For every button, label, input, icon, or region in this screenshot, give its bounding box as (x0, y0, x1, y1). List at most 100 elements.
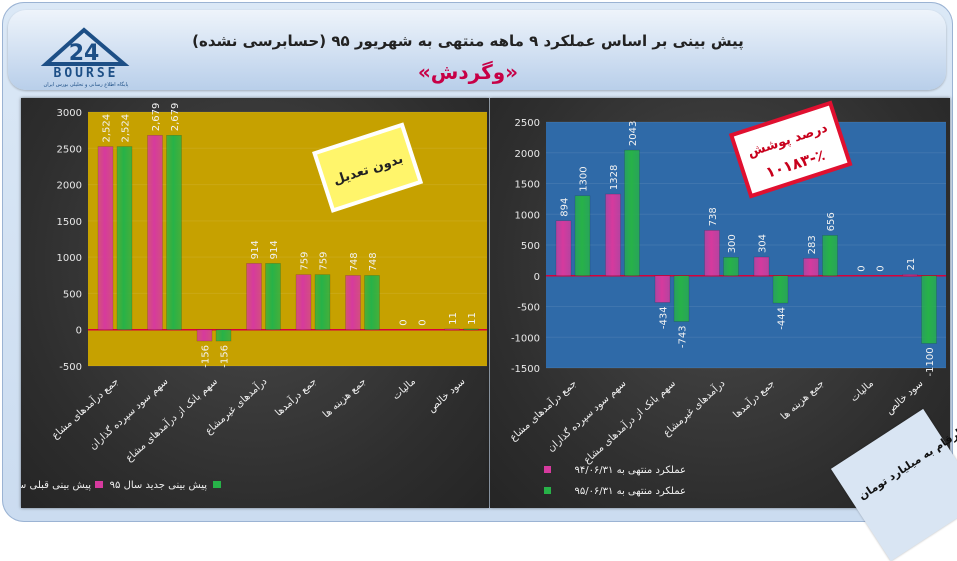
data-label: 759 (300, 252, 311, 271)
data-label: 656 (826, 212, 837, 231)
bar-series-1 (295, 274, 312, 330)
callout-no-adjustment: بدون تعدیل (312, 122, 424, 213)
bar-series-2 (215, 329, 232, 342)
bar-series-2 (822, 235, 838, 277)
chart-performance: 2500 2000 1500 1000 500 0 -500 -1000 -1500 894 130… (507, 100, 946, 497)
callout-box (728, 100, 853, 199)
bar-series-1 (902, 274, 918, 276)
legend: عملکرد منتهی به ۹۴/۰۶/۳۱ عملکرد منتهی به … (544, 465, 686, 497)
bar-series-2 (772, 275, 789, 304)
x-category-label: سهم بانک از درآمدهای مشاع (122, 375, 220, 465)
x-category-label: سهم سود سپرده گذاران (545, 377, 628, 454)
y-tick-label: -1500 (511, 364, 540, 375)
chart-panel-performance: 2500 2000 1500 1000 500 0 -500 -1000 -1500 894 130… (490, 98, 950, 508)
bar-series-2 (314, 274, 331, 330)
bar-series-1 (246, 263, 262, 330)
y-tick-label: 0 (76, 326, 82, 337)
data-label: 283 (807, 235, 818, 254)
legend-label-previous: پیش بینی قبلی سال ۹۵ (21, 480, 91, 491)
bar-series-2 (364, 275, 380, 330)
x-category-label: سهم بانک از درآمدهای مشاع (580, 377, 678, 467)
chart-panel-forecast: 3000 2500 2000 1500 1000 500 0 -500 2,524 2,524 جم… (0, 98, 489, 508)
data-label: 1328 (609, 165, 620, 190)
data-label: 0 (418, 319, 429, 325)
y-tick-label: 1500 (515, 180, 540, 191)
bar-series-2 (463, 328, 479, 331)
data-label: 2,524 (121, 114, 132, 143)
bar-series-1 (555, 220, 572, 276)
legend: پیش بینی جدید سال ۹۵ پیش بینی قبلی سال ۹۵ (0, 480, 221, 491)
data-label: 894 (560, 198, 571, 217)
bourse24-logo: 24 BOURSE پایگاه اطلاع رسانی و تحلیلی بو… (26, 26, 146, 90)
logo-tagline: پایگاه اطلاع رسانی و تحلیلی بورس ایران (43, 82, 129, 88)
y-tick-label: -500 (517, 303, 540, 314)
bar-series-1 (147, 135, 163, 330)
y-tick-label: -500 (59, 362, 82, 373)
data-label: 914 (250, 240, 261, 259)
logo-text: BOURSE (53, 66, 119, 81)
legend-label-94: عملکرد منتهی به ۹۴/۰۶/۳۱ (574, 465, 686, 476)
bar-series-2 (574, 195, 591, 276)
data-label: -1100 (925, 347, 936, 376)
y-tick-label: 1000 (515, 210, 540, 221)
bar-series-1 (605, 193, 621, 276)
bar-series-1 (97, 146, 114, 330)
data-label: 748 (368, 252, 379, 271)
callout-box (312, 122, 424, 213)
bar-series-2 (166, 135, 182, 330)
bar-series-1 (196, 329, 213, 342)
data-label: 0 (876, 265, 887, 271)
bar-series-1 (345, 275, 361, 330)
data-label: 300 (727, 234, 738, 253)
page-title: پیش بینی بر اساس عملکرد ۹ ماهه منتهی به … (192, 32, 744, 50)
y-tick-label: 1000 (57, 253, 82, 264)
data-label: -743 (678, 325, 689, 348)
x-category-label: جمع درآمدها (272, 375, 319, 419)
data-label: 2,679 (170, 103, 181, 132)
x-category-label: جمع درآمدها (730, 377, 777, 421)
y-tick-label: -1000 (511, 333, 540, 344)
legend-label-new: پیش بینی جدید سال ۹۵ (110, 480, 208, 491)
data-label: 914 (269, 240, 280, 259)
bar-series-2 (116, 146, 133, 330)
x-category-label: جمع هزینه ها (321, 376, 368, 420)
data-label: 2,679 (151, 103, 162, 132)
header: 24 BOURSE پایگاه اطلاع رسانی و تحلیلی بو… (8, 10, 946, 90)
y-tick-label: 2500 (515, 118, 540, 129)
bar-series-2 (673, 275, 690, 322)
data-label: 11 (467, 312, 478, 325)
x-category-label: سهم سود سپرده گذاران (87, 375, 170, 452)
legend-swatch-95 (544, 487, 551, 494)
data-label: -156 (220, 345, 231, 368)
bar-series-2 (723, 257, 739, 277)
data-label: -444 (777, 307, 788, 330)
y-tick-label: 3000 (57, 108, 82, 119)
x-category-label: مالیات (391, 376, 418, 402)
legend-label-95: عملکرد منتهی به ۹۵/۰۶/۳۱ (574, 486, 686, 497)
bar-series-1 (753, 256, 770, 276)
x-category-label: جمع هزینه ها (779, 378, 826, 422)
data-label: 0 (399, 319, 410, 325)
y-tick-label: 2500 (57, 144, 82, 155)
y-tick-label: 500 (63, 289, 82, 300)
data-label: 11 (448, 312, 459, 325)
x-category-label: سود خالص (426, 376, 467, 415)
bar-series-1 (803, 258, 819, 277)
data-label: 748 (349, 252, 360, 271)
legend-swatch-new (213, 481, 221, 488)
chart-forecast: 3000 2500 2000 1500 1000 500 0 -500 2,524 2,524 جم… (0, 103, 487, 491)
y-tick-label: 0 (534, 272, 540, 283)
data-label: 304 (758, 234, 769, 253)
y-tick-label: 2000 (57, 181, 82, 192)
x-category-label: مالیات (849, 378, 876, 404)
data-label: 759 (319, 252, 330, 271)
data-label: 738 (708, 207, 719, 226)
bar-series-1 (444, 328, 460, 331)
bar-series-2 (921, 275, 937, 344)
legend-swatch-previous (95, 481, 103, 488)
data-label: -156 (201, 345, 212, 368)
data-label: 2043 (628, 121, 639, 146)
bar-series-1 (654, 275, 671, 303)
data-label: 2,524 (102, 114, 113, 143)
data-label: -434 (659, 306, 670, 329)
